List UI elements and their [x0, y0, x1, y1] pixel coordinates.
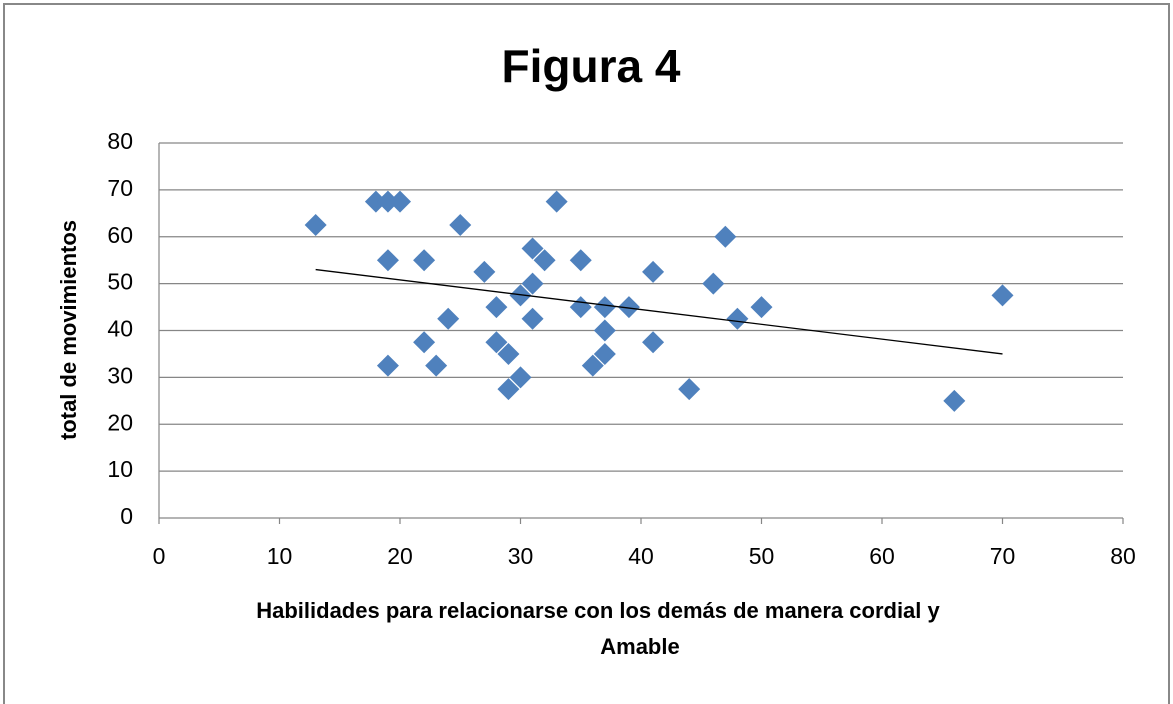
point: [364, 190, 387, 213]
point: [617, 296, 640, 319]
x-tick-label: 20: [387, 543, 413, 569]
y-tick-label: 60: [107, 222, 133, 248]
point: [413, 331, 436, 354]
x-tick-label: 70: [990, 543, 1016, 569]
point: [642, 331, 665, 354]
point: [521, 307, 544, 330]
point: [425, 354, 448, 377]
point: [702, 272, 725, 295]
point: [943, 389, 966, 412]
point: [991, 284, 1014, 307]
point: [473, 260, 496, 283]
chart-frame: [3, 3, 1170, 704]
x-tick-label: 60: [869, 543, 895, 569]
point: [449, 214, 472, 237]
point: [376, 354, 399, 377]
point: [304, 214, 327, 237]
y-tick-label: 30: [107, 362, 133, 388]
point: [714, 225, 737, 248]
point: [545, 190, 568, 213]
chart-title: Figura 4: [502, 40, 681, 92]
point: [569, 249, 592, 272]
point: [497, 378, 520, 401]
point: [485, 331, 508, 354]
x-tick-label: 0: [153, 543, 166, 569]
point: [389, 190, 411, 213]
y-tick-label: 80: [107, 128, 133, 154]
point: [376, 249, 399, 272]
y-tick-label: 70: [107, 175, 133, 201]
y-tick-label: 50: [107, 269, 133, 295]
point: [437, 307, 460, 330]
point: [593, 342, 616, 365]
point: [521, 272, 544, 295]
x-axis-label: Amable: [600, 634, 679, 659]
point: [485, 296, 508, 319]
y-axis-label: total de movimientos: [56, 220, 81, 440]
x-tick-label: 40: [628, 543, 654, 569]
point: [642, 260, 665, 283]
y-tick-label: 10: [107, 456, 133, 482]
point: [581, 354, 604, 377]
x-tick-label: 10: [267, 543, 293, 569]
trendline: [315, 268, 1003, 355]
point: [726, 307, 749, 330]
point: [678, 378, 701, 401]
point: [593, 319, 616, 342]
point: [750, 296, 773, 319]
y-tick-label: 0: [120, 503, 133, 529]
point: [533, 249, 556, 272]
x-tick-label: 80: [1110, 543, 1136, 569]
y-tick-label: 20: [107, 409, 133, 435]
x-axis-label: Habilidades para relacionarse con los de…: [256, 598, 940, 623]
point: [521, 237, 544, 260]
x-tick-label: 50: [749, 543, 775, 569]
point: [509, 366, 532, 389]
point: [413, 249, 436, 272]
point: [593, 296, 616, 319]
x-tick-label: 30: [508, 543, 534, 569]
point: [497, 342, 520, 365]
point: [376, 190, 399, 213]
y-tick-label: 40: [107, 316, 133, 342]
